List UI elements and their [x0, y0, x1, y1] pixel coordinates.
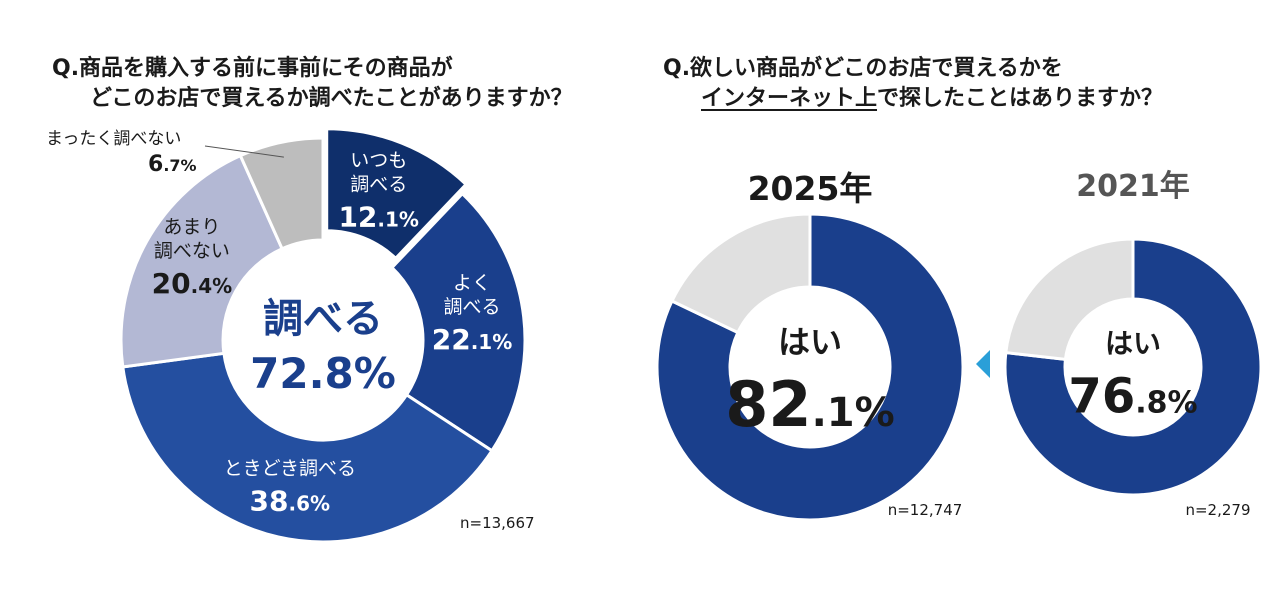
slice-tokidoki [121, 351, 495, 544]
label-itsumo-line1: いつも [350, 150, 407, 172]
value-mattaku: 6.7% [148, 152, 197, 177]
left-question-line2: どこのお店で買えるか調べたことがありますか？ [90, 86, 573, 111]
center-value-hai: 76.8% [1068, 369, 1197, 425]
leader-line-mattaku [204, 145, 284, 158]
label-mattaku: まったく調べない [46, 129, 181, 149]
slice-yoku [389, 191, 527, 453]
donut-chart-survey [119, 127, 527, 544]
donut-chart-2025: はい 82.1% [655, 212, 965, 522]
slice-hai [655, 212, 965, 522]
label-itsumo-line2: 調べる [350, 174, 407, 196]
left-question-title: Q.商品を購入する前に事前にその商品が どこのお店で買えるか調べたことがあります… [52, 54, 573, 114]
label-yoku-line1: よく [453, 272, 491, 294]
label-amari-line2: 調べない [154, 240, 230, 262]
slice-hai [1003, 237, 1263, 497]
slice-amari [119, 153, 285, 369]
center-label: 調べる [263, 296, 383, 342]
right-question-underlined: インターネット上 [701, 86, 878, 111]
center-label-hai: はい [778, 323, 842, 361]
slice-mattaku [238, 136, 325, 251]
value-tokidoki: 38.6% [250, 484, 331, 517]
slice-itsumo [325, 127, 469, 261]
comparison-arrow-icon [976, 350, 990, 378]
slice-other [1004, 237, 1135, 361]
value-amari: 20.4% [152, 267, 233, 300]
donut-chart-2021: はい 76.8% [1003, 237, 1263, 497]
year-2025-label: 2025年 [748, 169, 873, 208]
right-question-line2: インターネット上で探したことはありますか？ [663, 84, 1163, 114]
value-yoku: 22.1% [432, 323, 513, 356]
center-value-hai: 82.1% [725, 368, 894, 441]
right-question-title: Q.欲しい商品がどこのお店で買えるかを インターネット上で探したことはありますか… [663, 54, 1163, 114]
sample-size-left: n=13,667 [460, 514, 535, 532]
label-tokidoki: ときどき調べる [224, 457, 356, 479]
slice-other [669, 212, 812, 335]
year-2021-label: 2021年 [1076, 169, 1190, 204]
sample-size-2021: n=2,279 [1185, 501, 1250, 519]
value-itsumo: 12.1% [338, 201, 419, 234]
center-value: 72.8% [250, 349, 396, 398]
label-yoku-line2: 調べる [444, 296, 501, 318]
donut-chart-survey-labels: 調べる72.8%いつも調べる12.1%よく調べる22.1%ときどき調べる38.6… [46, 129, 512, 517]
center-label-hai: はい [1105, 327, 1161, 360]
right-question-line1: Q.欲しい商品がどこのお店で買えるかを [663, 56, 1063, 81]
label-amari-line1: あまり [163, 216, 220, 238]
left-question-line1: Q.商品を購入する前に事前にその商品が [52, 56, 453, 81]
sample-size-2025: n=12,747 [888, 501, 963, 519]
right-question-rest: で探したことはありますか？ [877, 86, 1164, 111]
